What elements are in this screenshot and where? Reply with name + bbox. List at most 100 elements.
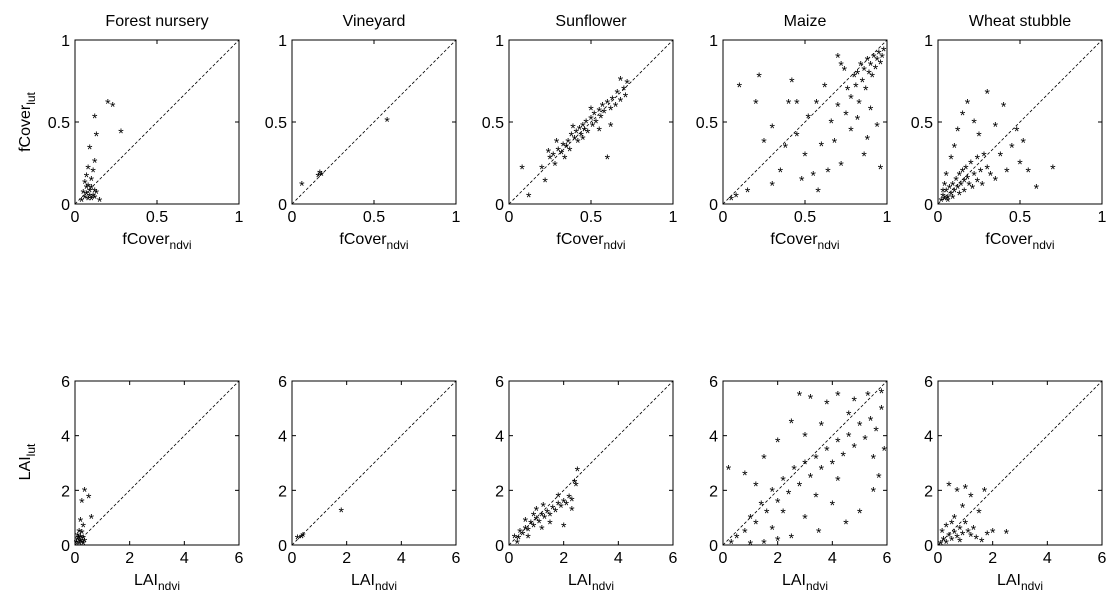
lai-y-sub: lut	[24, 443, 38, 456]
data-point: *	[939, 524, 945, 540]
axes-box	[74, 380, 240, 546]
data-point: *	[802, 456, 808, 472]
data-point: *	[572, 475, 578, 491]
data-point: *	[82, 483, 88, 499]
x-tick-label: 0	[288, 209, 297, 226]
data-point: *	[551, 148, 557, 164]
data-point: *	[947, 181, 953, 197]
data-point: *	[948, 187, 954, 203]
fcover-y-main: fCover	[17, 104, 34, 152]
data-point: *	[561, 494, 567, 510]
data-point: *	[963, 161, 969, 177]
data-point: *	[870, 69, 876, 85]
data-point: *	[761, 535, 767, 551]
data-point: *	[791, 461, 797, 477]
data-point: *	[848, 90, 854, 106]
data-point: *	[566, 490, 572, 506]
data-point: *	[592, 107, 598, 123]
data-point: *	[753, 478, 759, 494]
axes-box	[937, 380, 1103, 546]
data-point: *	[868, 412, 874, 428]
data-point: *	[79, 494, 85, 510]
data-point: *	[799, 172, 805, 188]
data-point: *	[819, 138, 825, 154]
x-tick-label: 6	[669, 550, 678, 567]
data-point: *	[82, 534, 88, 550]
data-point: *	[968, 156, 974, 172]
data-point: *	[753, 516, 759, 532]
data-point: *	[1004, 526, 1010, 542]
data-point: *	[874, 118, 880, 134]
data-point: *	[384, 113, 390, 129]
data-point: *	[97, 194, 103, 210]
data-point: *	[975, 151, 981, 167]
data-point: *	[802, 511, 808, 527]
data-point: *	[971, 115, 977, 131]
data-point: *	[998, 148, 1004, 164]
axes-box	[722, 380, 888, 546]
data-point: *	[860, 74, 866, 90]
reference-line-1to1	[508, 380, 674, 546]
y-tick-label: 0	[278, 538, 287, 555]
data-point: *	[545, 505, 551, 521]
data-point: *	[534, 502, 540, 518]
data-point: *	[608, 102, 614, 118]
data-point: *	[574, 125, 580, 141]
data-point: *	[618, 72, 624, 88]
data-point: *	[558, 500, 564, 516]
data-point: *	[822, 79, 828, 95]
data-point: *	[540, 498, 546, 514]
data-point: *	[726, 461, 732, 477]
data-point: *	[978, 164, 984, 180]
data-point: *	[605, 151, 611, 167]
y-tick-label: 0.5	[696, 115, 718, 132]
data-point: *	[316, 169, 322, 185]
data-point: *	[838, 58, 844, 74]
x-tick-label: 0	[288, 550, 297, 567]
data-point: *	[813, 451, 819, 467]
data-point: *	[578, 128, 584, 144]
data-point: *	[299, 177, 305, 193]
data-point: *	[89, 172, 95, 188]
lai-y-axis-label: LAIlut	[17, 443, 38, 480]
data-point: *	[878, 161, 884, 177]
data-point: *	[534, 512, 540, 528]
data-point: *	[943, 519, 949, 535]
x-tick-label: 1	[1098, 209, 1106, 226]
x-tick-label: 1	[669, 209, 678, 226]
data-point: *	[802, 429, 808, 445]
reference-line-1to1	[74, 39, 240, 205]
data-point: *	[319, 167, 325, 183]
data-point: *	[82, 176, 88, 192]
data-point: *	[871, 483, 877, 499]
data-point: *	[531, 508, 537, 524]
data-point: *	[600, 99, 606, 115]
data-point: *	[957, 522, 963, 538]
x-tick-label: 0.5	[363, 209, 385, 226]
data-point: *	[74, 535, 80, 551]
x-axis-label: fCoverndvi	[985, 231, 1054, 252]
y-tick-label: 1	[709, 33, 718, 50]
reference-line-1to1	[291, 380, 457, 546]
x-axis-label-sub: ndvi	[604, 238, 626, 252]
axes-box	[508, 380, 674, 546]
data-point: *	[938, 537, 944, 553]
data-point: *	[89, 192, 95, 208]
data-point: *	[813, 489, 819, 505]
data-point: *	[843, 107, 849, 123]
data-point: *	[338, 504, 344, 520]
y-tick-label: 0	[495, 197, 504, 214]
x-tick-label: 2	[988, 550, 997, 567]
x-tick-label: 0	[719, 550, 728, 567]
data-point: *	[835, 99, 841, 115]
data-point: *	[950, 177, 956, 193]
x-tick-label: 0	[934, 209, 943, 226]
data-point: *	[957, 187, 963, 203]
data-point: *	[570, 120, 576, 136]
data-point: *	[979, 534, 985, 550]
data-point: *	[87, 141, 93, 157]
data-point: *	[756, 69, 762, 85]
data-point: *	[577, 122, 583, 138]
data-point: *	[728, 192, 734, 208]
